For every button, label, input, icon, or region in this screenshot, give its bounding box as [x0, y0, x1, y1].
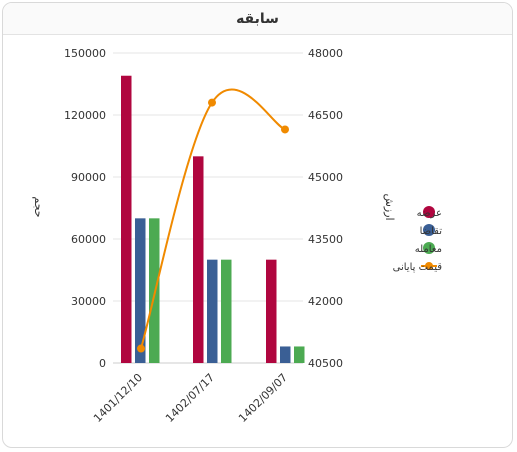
price-point[interactable] [281, 125, 289, 134]
y-left-tick-label: 150000 [64, 47, 106, 60]
legend-label[interactable]: معامله [415, 244, 442, 255]
bar[interactable] [266, 259, 277, 363]
bar[interactable] [193, 156, 204, 363]
price-line [140, 88, 286, 349]
y-right-tick-label: 45000 [308, 171, 343, 184]
bar[interactable] [207, 259, 218, 363]
price-point[interactable] [137, 344, 145, 353]
legend-label[interactable]: تقاضا [420, 226, 443, 237]
y-right-tick-label: 43500 [308, 233, 343, 246]
y-left-tick-label: 0 [99, 357, 106, 370]
legend-marker [425, 262, 433, 270]
y-right-tick-label: 48000 [308, 47, 343, 60]
y-left-tick-label: 120000 [64, 109, 106, 122]
card-header: سابقه [3, 3, 512, 35]
y-right-tick-label: 42000 [308, 295, 343, 308]
bar[interactable] [221, 259, 232, 363]
x-tick-label: 1402/09/07 [236, 371, 290, 425]
y-left-tick-label: 60000 [71, 233, 106, 246]
bar[interactable] [294, 346, 305, 363]
legend-label[interactable]: قیمت پایانی [393, 262, 443, 273]
x-tick-label: 1401/12/10 [91, 371, 145, 425]
y-right-tick-label: 40500 [308, 357, 343, 370]
bar[interactable] [135, 218, 146, 363]
bar[interactable] [280, 346, 291, 363]
legend-label[interactable]: عرضه [417, 208, 442, 219]
y-left-axis-title: حجم [32, 196, 45, 217]
y-left-tick-label: 90000 [71, 171, 106, 184]
legend-marker [423, 242, 435, 254]
card-title: سابقه [236, 10, 279, 27]
legend-marker [423, 206, 435, 218]
y-left-tick-label: 30000 [71, 295, 106, 308]
x-tick-label: 1402/07/17 [163, 371, 217, 425]
price-point[interactable] [208, 98, 216, 107]
bar[interactable] [121, 75, 132, 363]
y-right-tick-label: 46500 [308, 109, 343, 122]
y-right-axis-title: ارزش [383, 193, 396, 220]
bar[interactable] [149, 218, 160, 363]
legend-marker [423, 224, 435, 236]
